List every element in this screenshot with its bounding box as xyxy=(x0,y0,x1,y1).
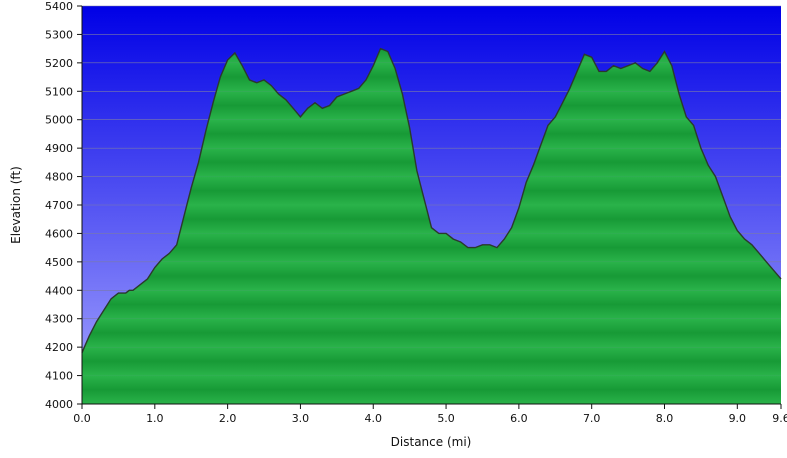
x-tick-label: 5.0 xyxy=(437,412,455,425)
x-tick-label: 3.0 xyxy=(292,412,310,425)
elevation-band xyxy=(82,347,781,376)
y-axis-title: Elevation (ft) xyxy=(9,166,23,244)
x-tick-label: 2.0 xyxy=(219,412,237,425)
elevation-profile-line xyxy=(81,47,782,354)
y-tick-label: 4800 xyxy=(45,171,73,184)
y-axis-ticks: 4000 4100 4200 4300 4400 4500 4600 4700 4800 4900… xyxy=(45,0,82,411)
y-tick-label: 4500 xyxy=(45,256,73,269)
y-tick-label: 4400 xyxy=(45,284,73,297)
y-tick-label: 4600 xyxy=(45,227,73,240)
x-tick-label: 7.0 xyxy=(583,412,601,425)
y-tick-label: 5400 xyxy=(45,0,73,13)
x-tick-label: 9.6 xyxy=(772,412,787,425)
y-tick-label: 5100 xyxy=(45,85,73,98)
elevation-band xyxy=(82,375,781,404)
elevation-band xyxy=(82,290,781,319)
x-tick-label: 6.0 xyxy=(510,412,528,425)
x-tick-label: 4.0 xyxy=(365,412,383,425)
elevation-band xyxy=(82,261,781,291)
y-tick-label: 4300 xyxy=(45,313,73,326)
y-tick-label: 4000 xyxy=(45,398,73,411)
elevation-band xyxy=(82,318,781,348)
y-tick-label: 4700 xyxy=(45,199,73,212)
y-tick-label: 5200 xyxy=(45,57,73,70)
y-tick-label: 4900 xyxy=(45,142,73,155)
x-tick-label: 9.0 xyxy=(729,412,747,425)
y-tick-label: 4100 xyxy=(45,370,73,383)
x-axis-ticks: 0.0 1.0 2.0 3.0 4.0 5.0 6.0 7.0 8.0 9.0 9.6 xyxy=(73,404,787,425)
y-tick-label: 5300 xyxy=(45,28,73,41)
y-tick-label: 4200 xyxy=(45,341,73,354)
x-tick-label: 1.0 xyxy=(146,412,164,425)
elevation-band xyxy=(82,233,781,262)
y-tick-label: 5000 xyxy=(45,114,73,127)
x-tick-label: 0.0 xyxy=(73,412,91,425)
x-axis-title: Distance (mi) xyxy=(391,435,472,449)
x-tick-label: 8.0 xyxy=(656,412,674,425)
